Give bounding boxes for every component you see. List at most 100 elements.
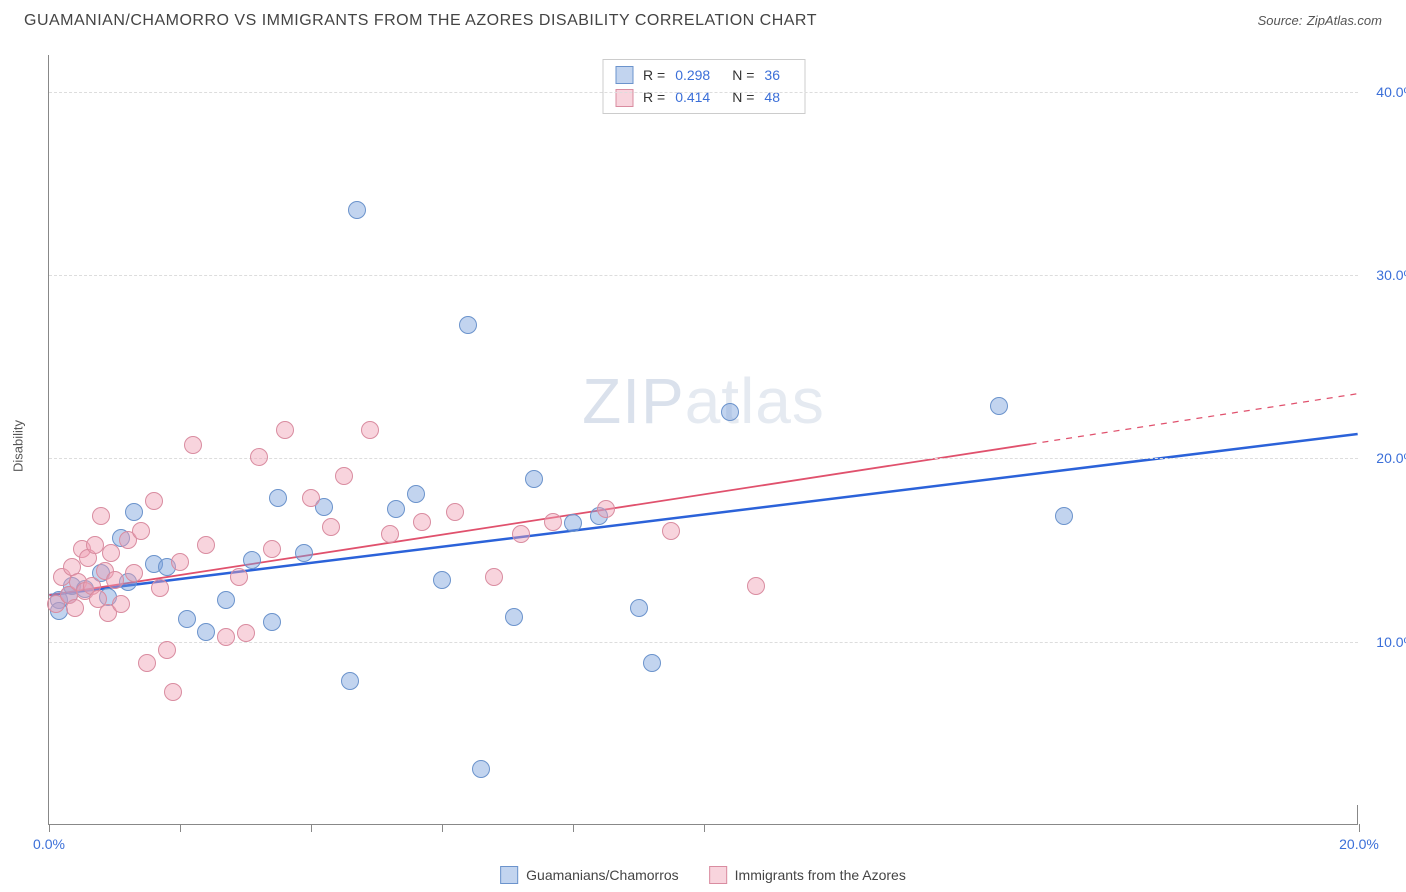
legend-n-value: 36 [764, 64, 780, 86]
data-point [237, 624, 255, 642]
data-point [505, 608, 523, 626]
source-label: Source: [1258, 13, 1303, 28]
legend-series-label: Immigrants from the Azores [735, 867, 906, 883]
scatter-chart: ZIPatlas R =0.298N =36R =0.414N =48 10.0… [48, 55, 1358, 825]
data-point [662, 522, 680, 540]
gridline [49, 458, 1358, 459]
data-point [217, 628, 235, 646]
y-axis-label: Disability [11, 420, 26, 472]
legend-series-label: Guamanians/Chamorros [526, 867, 679, 883]
data-point [145, 492, 163, 510]
data-point [269, 489, 287, 507]
data-point [747, 577, 765, 595]
data-point [361, 421, 379, 439]
data-point [230, 568, 248, 586]
data-point [263, 613, 281, 631]
data-point [295, 544, 313, 562]
ytick-label: 10.0% [1376, 634, 1406, 650]
data-point [112, 595, 130, 613]
data-point [544, 513, 562, 531]
data-point [564, 514, 582, 532]
xtick [311, 824, 312, 832]
data-point [276, 421, 294, 439]
legend-n-label: N = [732, 64, 754, 86]
data-point [250, 448, 268, 466]
ytick-label: 40.0% [1376, 84, 1406, 100]
xtick-label: 0.0% [33, 836, 65, 852]
gridline [49, 92, 1358, 93]
gridline [49, 275, 1358, 276]
data-point [335, 467, 353, 485]
xtick [704, 824, 705, 832]
data-point [138, 654, 156, 672]
xtick [180, 824, 181, 832]
data-point [348, 201, 366, 219]
source-credit: Source: ZipAtlas.com [1258, 12, 1382, 30]
data-point [459, 316, 477, 334]
legend-r-value: 0.298 [675, 64, 710, 86]
legend-swatch [615, 66, 633, 84]
data-point [125, 564, 143, 582]
data-point [92, 507, 110, 525]
data-point [164, 683, 182, 701]
data-point [341, 672, 359, 690]
legend-series-entry: Guamanians/Chamorros [500, 866, 679, 884]
data-point [512, 525, 530, 543]
legend-stats-row: R = 0.298 N = 36 [615, 64, 792, 86]
legend-stats: R = 0.298 N = 36 R = 0.414 N = 48 [602, 59, 805, 114]
data-point [66, 599, 84, 617]
legend-r-label: R = [643, 86, 665, 108]
trend-lines [49, 55, 1358, 824]
data-point [322, 518, 340, 536]
data-point [630, 599, 648, 617]
data-point [413, 513, 431, 531]
xtick [1359, 824, 1360, 832]
legend-swatch [709, 866, 727, 884]
legend-stats-row: R = 0.414 N = 48 [615, 86, 792, 108]
data-point [721, 403, 739, 421]
data-point [485, 568, 503, 586]
data-point [132, 522, 150, 540]
data-point [472, 760, 490, 778]
legend-n-value: 48 [764, 86, 780, 108]
data-point [125, 503, 143, 521]
data-point [387, 500, 405, 518]
data-point [158, 641, 176, 659]
legend-r-label: R = [643, 64, 665, 86]
data-point [446, 503, 464, 521]
data-point [407, 485, 425, 503]
data-point [197, 536, 215, 554]
data-point [151, 579, 169, 597]
xtick [49, 824, 50, 832]
data-point [243, 551, 261, 569]
source-value: ZipAtlas.com [1307, 13, 1382, 28]
data-point [990, 397, 1008, 415]
watermark-b: atlas [685, 365, 825, 437]
data-point [184, 436, 202, 454]
data-point [525, 470, 543, 488]
xtick [573, 824, 574, 832]
data-point [86, 536, 104, 554]
data-point [197, 623, 215, 641]
watermark: ZIPatlas [582, 364, 825, 438]
data-point [106, 571, 124, 589]
page-title: GUAMANIAN/CHAMORRO VS IMMIGRANTS FROM TH… [24, 12, 817, 30]
xtick-label: 20.0% [1339, 836, 1379, 852]
data-point [381, 525, 399, 543]
legend-r-value: 0.414 [675, 86, 710, 108]
legend-series: Guamanians/Chamorros Immigrants from the … [500, 866, 906, 884]
data-point [217, 591, 235, 609]
data-point [263, 540, 281, 558]
data-point [433, 571, 451, 589]
data-point [102, 544, 120, 562]
data-point [643, 654, 661, 672]
data-point [1055, 507, 1073, 525]
legend-series-entry: Immigrants from the Azores [709, 866, 906, 884]
data-point [597, 500, 615, 518]
legend-n-label: N = [732, 86, 754, 108]
data-point [302, 489, 320, 507]
ytick-label: 30.0% [1376, 267, 1406, 283]
xtick [442, 824, 443, 832]
data-point [171, 553, 189, 571]
data-point [178, 610, 196, 628]
